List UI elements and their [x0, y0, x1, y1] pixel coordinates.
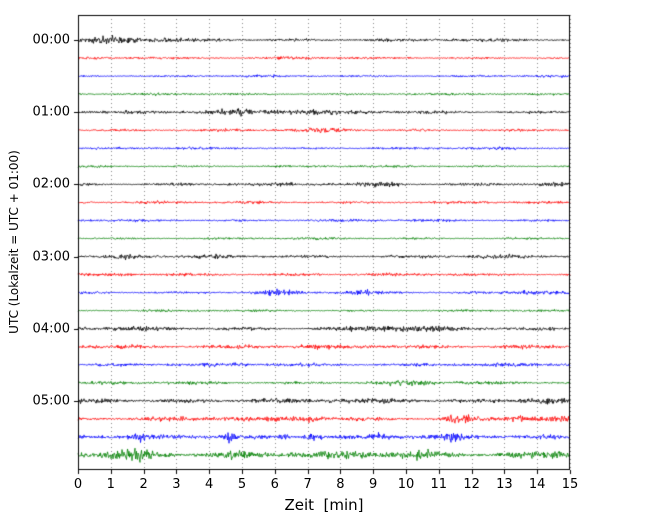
x-tick-label: 15: [561, 477, 579, 492]
y-tick-label: 00:00: [32, 32, 70, 48]
x-tick-label: 4: [205, 477, 214, 492]
x-tick-label: 1: [106, 477, 115, 492]
x-tick-label: 8: [336, 477, 345, 492]
x-tick-label: 11: [430, 477, 448, 492]
x-tick-label: 10: [397, 477, 415, 492]
x-tick-label: 3: [172, 477, 181, 492]
x-tick-label: 13: [496, 477, 513, 492]
x-tick-label: 6: [270, 477, 279, 492]
y-tick-label: 01:00: [32, 104, 70, 120]
x-tick-label: 5: [237, 477, 247, 492]
y-tick-label: 04:00: [32, 321, 70, 337]
x-tick-label: 0: [73, 477, 83, 492]
x-tick-label: 9: [369, 477, 378, 492]
x-tick-label: 2: [139, 477, 148, 492]
y-tick-label: 05:00: [32, 393, 70, 409]
y-tick-label: 03:00: [32, 249, 70, 265]
x-tick-label: 7: [303, 477, 312, 492]
y-axis-label: UTC (Lokalzeit = UTC + 01:00): [7, 150, 21, 334]
x-tick-label: 14: [528, 477, 546, 492]
x-tick-label: 12: [463, 477, 480, 492]
y-tick-label: 02:00: [32, 176, 70, 192]
x-axis-label: Zeit [min]: [284, 496, 364, 514]
